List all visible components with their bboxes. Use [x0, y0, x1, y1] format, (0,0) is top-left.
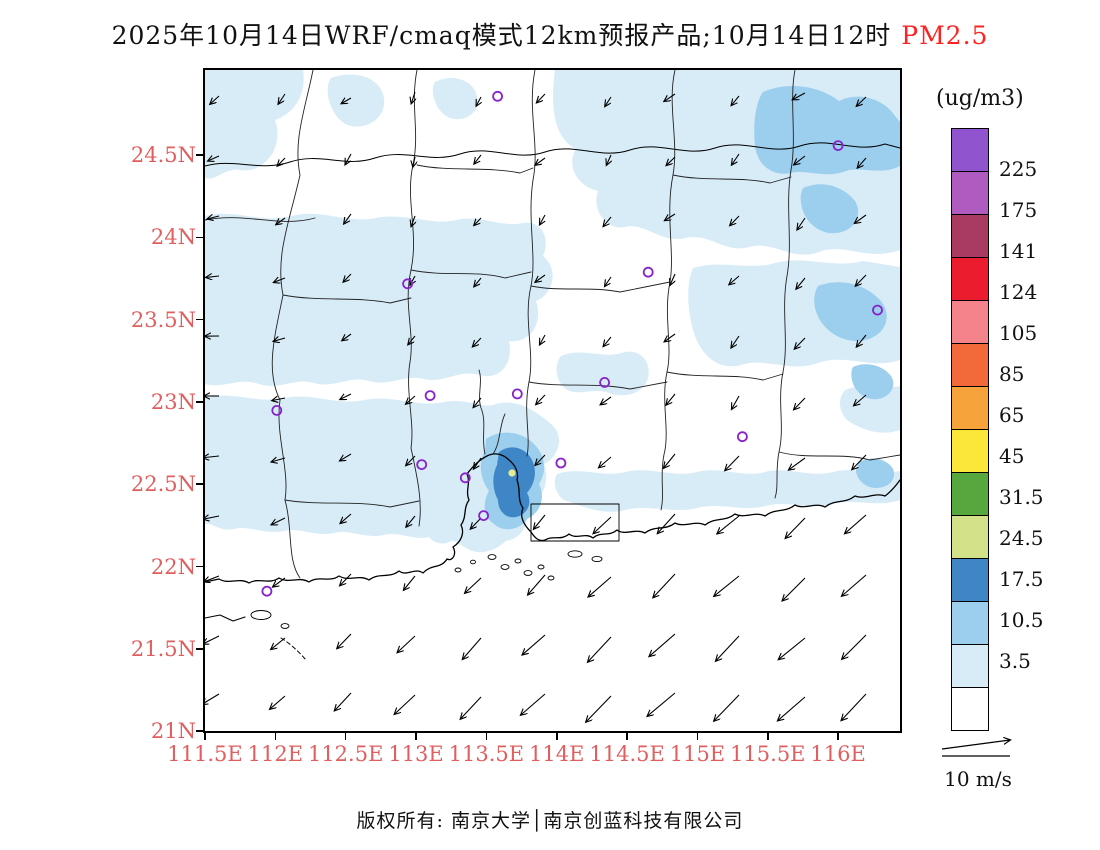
- islands: [250, 550, 603, 629]
- sar-boundary-box: [530, 503, 620, 542]
- lat-axis-tick: [196, 318, 203, 321]
- colorbar-tick-label: 124: [999, 280, 1038, 304]
- wind-reference-label: 10 m/s: [944, 767, 1012, 791]
- colorbar-box: [951, 515, 989, 559]
- colorbar-tick-label: 225: [999, 157, 1038, 181]
- lon-axis-tick: [274, 733, 277, 740]
- colorbar-tick-label: 85: [999, 362, 1025, 386]
- coast-fragment: [204, 614, 246, 622]
- colorbar-box: [951, 214, 989, 258]
- colorbar-tick-label: 65: [999, 403, 1025, 427]
- colorbar-tick-label: 24.5: [999, 526, 1044, 550]
- colorbar-tick-label: 105: [999, 321, 1038, 345]
- colorbar-tick-label: 3.5: [999, 649, 1031, 673]
- lat-axis-tick: [196, 730, 203, 732]
- lat-label: 22.5N: [130, 472, 196, 497]
- lat-axis-tick: [196, 483, 203, 485]
- colorbar-tick-label: 31.5: [999, 485, 1044, 509]
- hotspot-core: [508, 469, 516, 477]
- province-border: [204, 142, 901, 167]
- colorbar-box: [951, 300, 989, 344]
- lon-axis-tick: [696, 733, 699, 740]
- colorbar-box: [951, 128, 989, 172]
- lon-label: 116E: [810, 742, 866, 766]
- map-boundaries: [204, 69, 901, 662]
- lat-axis-tick: [196, 565, 203, 568]
- lon-label: 115.5E: [730, 742, 806, 766]
- wind-speed-legend: 10 m/s: [936, 733, 1020, 791]
- colorbar-tick-label: 141: [999, 239, 1038, 263]
- lat-axis-tick: [196, 401, 203, 403]
- colorbar-box: [951, 644, 989, 688]
- lon-label: 112.5E: [307, 742, 384, 766]
- colorbar-boxes: [951, 128, 1071, 731]
- dashed-boundary: [280, 637, 308, 662]
- lon-axis-tick: [837, 733, 839, 740]
- colorbar-tick-label: 10.5: [999, 608, 1044, 632]
- colorbar-box: [951, 386, 989, 430]
- lon-axis-tick: [204, 733, 206, 740]
- colorbar-box: [951, 171, 989, 215]
- lon-axis-tick: [415, 733, 417, 740]
- lon-label: 112E: [247, 742, 304, 766]
- lat-label: 24.5N: [130, 143, 196, 167]
- title-text: 2025年10月14日WRF/cmaq模式12km预报产品;10月14日12时: [111, 21, 892, 50]
- colorbar-tick-label: 17.5: [999, 567, 1044, 591]
- station-markers: [261, 90, 883, 597]
- lon-label: 114.5E: [589, 742, 665, 766]
- lon-label: 115E: [669, 742, 726, 766]
- lat-label: 21.5N: [130, 636, 196, 661]
- forecast-map: [204, 69, 901, 731]
- lon-label: 113.5E: [448, 742, 525, 766]
- coastline: [204, 453, 901, 584]
- lat-axis-tick: [196, 648, 203, 650]
- lon-label: 111.5E: [167, 742, 243, 766]
- colorbar-box: [951, 472, 989, 516]
- lat-label: 23.5N: [130, 307, 196, 332]
- copyright-text: 版权所有: 南京大学│南京创蓝科技有限公司: [356, 810, 744, 832]
- map-canvas: [203, 68, 902, 733]
- colorbar-tick-label: 175: [999, 198, 1038, 222]
- lat-label: 22N: [150, 554, 196, 579]
- lon-axis-tick: [485, 733, 488, 740]
- colorbar-box: [951, 687, 989, 731]
- colorbar-box: [951, 343, 989, 387]
- lat-label: 21N: [150, 719, 196, 744]
- colorbar: 225 175 141 124 105 85 65 45 31.5 24.5 17.5 10.5 3.5: [951, 128, 1071, 731]
- colorbar-box: [951, 429, 989, 473]
- lat-axis-tick: [196, 236, 203, 239]
- colorbar-box: [951, 257, 989, 301]
- lon-axis-tick: [626, 733, 628, 740]
- colorbar-units-label: (ug/m3): [936, 86, 1024, 111]
- colorbar-tick-label: 45: [999, 444, 1025, 468]
- colorbar-box: [951, 558, 989, 602]
- lat-label: 24N: [150, 225, 196, 250]
- lon-label: 114E: [529, 742, 585, 766]
- pm25-contour-shading: [205, 70, 900, 553]
- lon-axis-tick: [556, 733, 558, 740]
- wind-reference-arrow: [941, 733, 1020, 757]
- city-borders: [204, 69, 901, 579]
- title-variable: PM2.5: [901, 21, 989, 50]
- wind-vectors: [205, 91, 867, 722]
- lon-axis-tick: [344, 733, 347, 740]
- colorbar-box: [951, 601, 989, 645]
- lat-axis-tick: [196, 154, 203, 156]
- lat-label: 23N: [150, 389, 196, 414]
- page-title: 2025年10月14日WRF/cmaq模式12km预报产品;10月14日12时 P…: [0, 16, 1100, 52]
- lon-axis-tick: [767, 733, 769, 740]
- lon-label: 113E: [388, 742, 444, 766]
